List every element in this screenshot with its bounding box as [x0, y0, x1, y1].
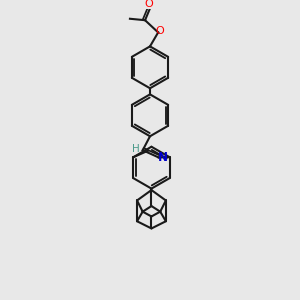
Text: N: N	[158, 151, 167, 164]
Text: H: H	[133, 144, 140, 154]
Text: O: O	[144, 0, 153, 9]
Text: O: O	[155, 26, 164, 36]
